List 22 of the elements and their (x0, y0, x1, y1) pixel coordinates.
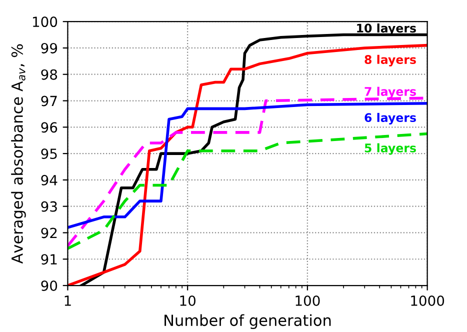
x-axis-title: Number of generation (164, 314, 331, 330)
y-tick-label: 99 (41, 42, 58, 54)
y-tick-label: 95 (41, 148, 57, 160)
y-axis-title: Averaged absorbance A$_{av}$, % (11, 44, 26, 264)
y-tick-label: 100 (33, 16, 58, 28)
x-tick-label: 1000 (411, 295, 444, 306)
x-tick-label: 10 (180, 295, 196, 306)
x-tick-label: 1 (64, 296, 71, 306)
y-tick-label: 91 (41, 254, 57, 265)
y-tick-label: 93 (41, 201, 57, 212)
series-label: 5 layers (364, 143, 416, 155)
series-label: 7 layers (364, 86, 416, 98)
x-tick-label: 100 (296, 295, 320, 306)
y-tick-label: 92 (41, 228, 57, 238)
y-tick-label: 98 (41, 69, 58, 80)
y-tick-label: 97 (41, 96, 57, 106)
series-label: 10 layers (357, 23, 416, 35)
y-tick-label: 94 (41, 174, 58, 186)
y-tick-label: 90 (41, 280, 58, 291)
series-label: 8 layers (364, 54, 416, 66)
y-tick-label: 96 (41, 122, 58, 133)
series-label: 6 layers (364, 112, 416, 124)
